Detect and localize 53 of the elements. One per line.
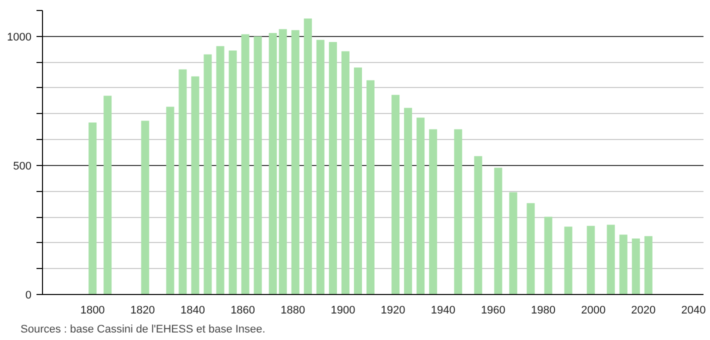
- bar: [416, 118, 425, 294]
- bar: [278, 29, 287, 294]
- x-tick-label: 1960: [480, 304, 506, 316]
- bar: [586, 226, 595, 294]
- bar: [104, 96, 112, 294]
- source-note: Sources : base Cassini de l'EHESS et base Insee.: [20, 324, 266, 336]
- bar: [241, 34, 250, 294]
- x-tick-label: 1860: [230, 304, 256, 316]
- bar: [544, 216, 552, 294]
- x-tick-label: 1840: [180, 304, 205, 316]
- bar: [291, 30, 300, 294]
- x-tick-label: 2000: [581, 304, 606, 316]
- bar: [526, 203, 535, 294]
- bar: [606, 224, 615, 294]
- y-tick-label: 1000: [7, 31, 32, 44]
- bar: [166, 106, 174, 294]
- bar: [141, 120, 150, 294]
- x-tick-label: 2040: [681, 304, 706, 316]
- bar: [509, 192, 518, 294]
- x-tick-label: 1800: [80, 304, 105, 316]
- bar: [204, 54, 212, 294]
- bar: [191, 76, 200, 294]
- bar: [644, 236, 652, 294]
- bar: [354, 68, 362, 294]
- bar: [88, 122, 97, 294]
- x-tick-label: 1820: [130, 304, 155, 316]
- bar: [474, 156, 482, 294]
- bar: [304, 18, 312, 294]
- bar: [454, 129, 462, 294]
- bar: [619, 234, 628, 294]
- bar: [564, 226, 572, 294]
- bar: [341, 51, 350, 294]
- bar: [316, 40, 324, 294]
- bar: [178, 69, 187, 294]
- x-tick-label: 1920: [380, 304, 406, 316]
- y-tick-label: 0: [25, 290, 32, 302]
- x-tick-label: 1880: [280, 304, 306, 316]
- bar: [429, 129, 438, 294]
- bar: [216, 46, 224, 294]
- bar: [254, 36, 262, 294]
- bar: [268, 32, 277, 294]
- x-tick-label: 1940: [430, 304, 456, 316]
- bar: [228, 50, 237, 294]
- bar: [366, 80, 374, 294]
- bar: [494, 168, 502, 294]
- x-tick-label: 1900: [330, 304, 356, 316]
- x-tick-label: 1980: [531, 304, 556, 316]
- bar: [404, 108, 412, 294]
- y-tick-label: 500: [13, 160, 32, 172]
- bar: [632, 238, 640, 294]
- bar: [392, 94, 400, 294]
- x-tick-label: 2020: [631, 304, 656, 316]
- bar: [328, 42, 337, 294]
